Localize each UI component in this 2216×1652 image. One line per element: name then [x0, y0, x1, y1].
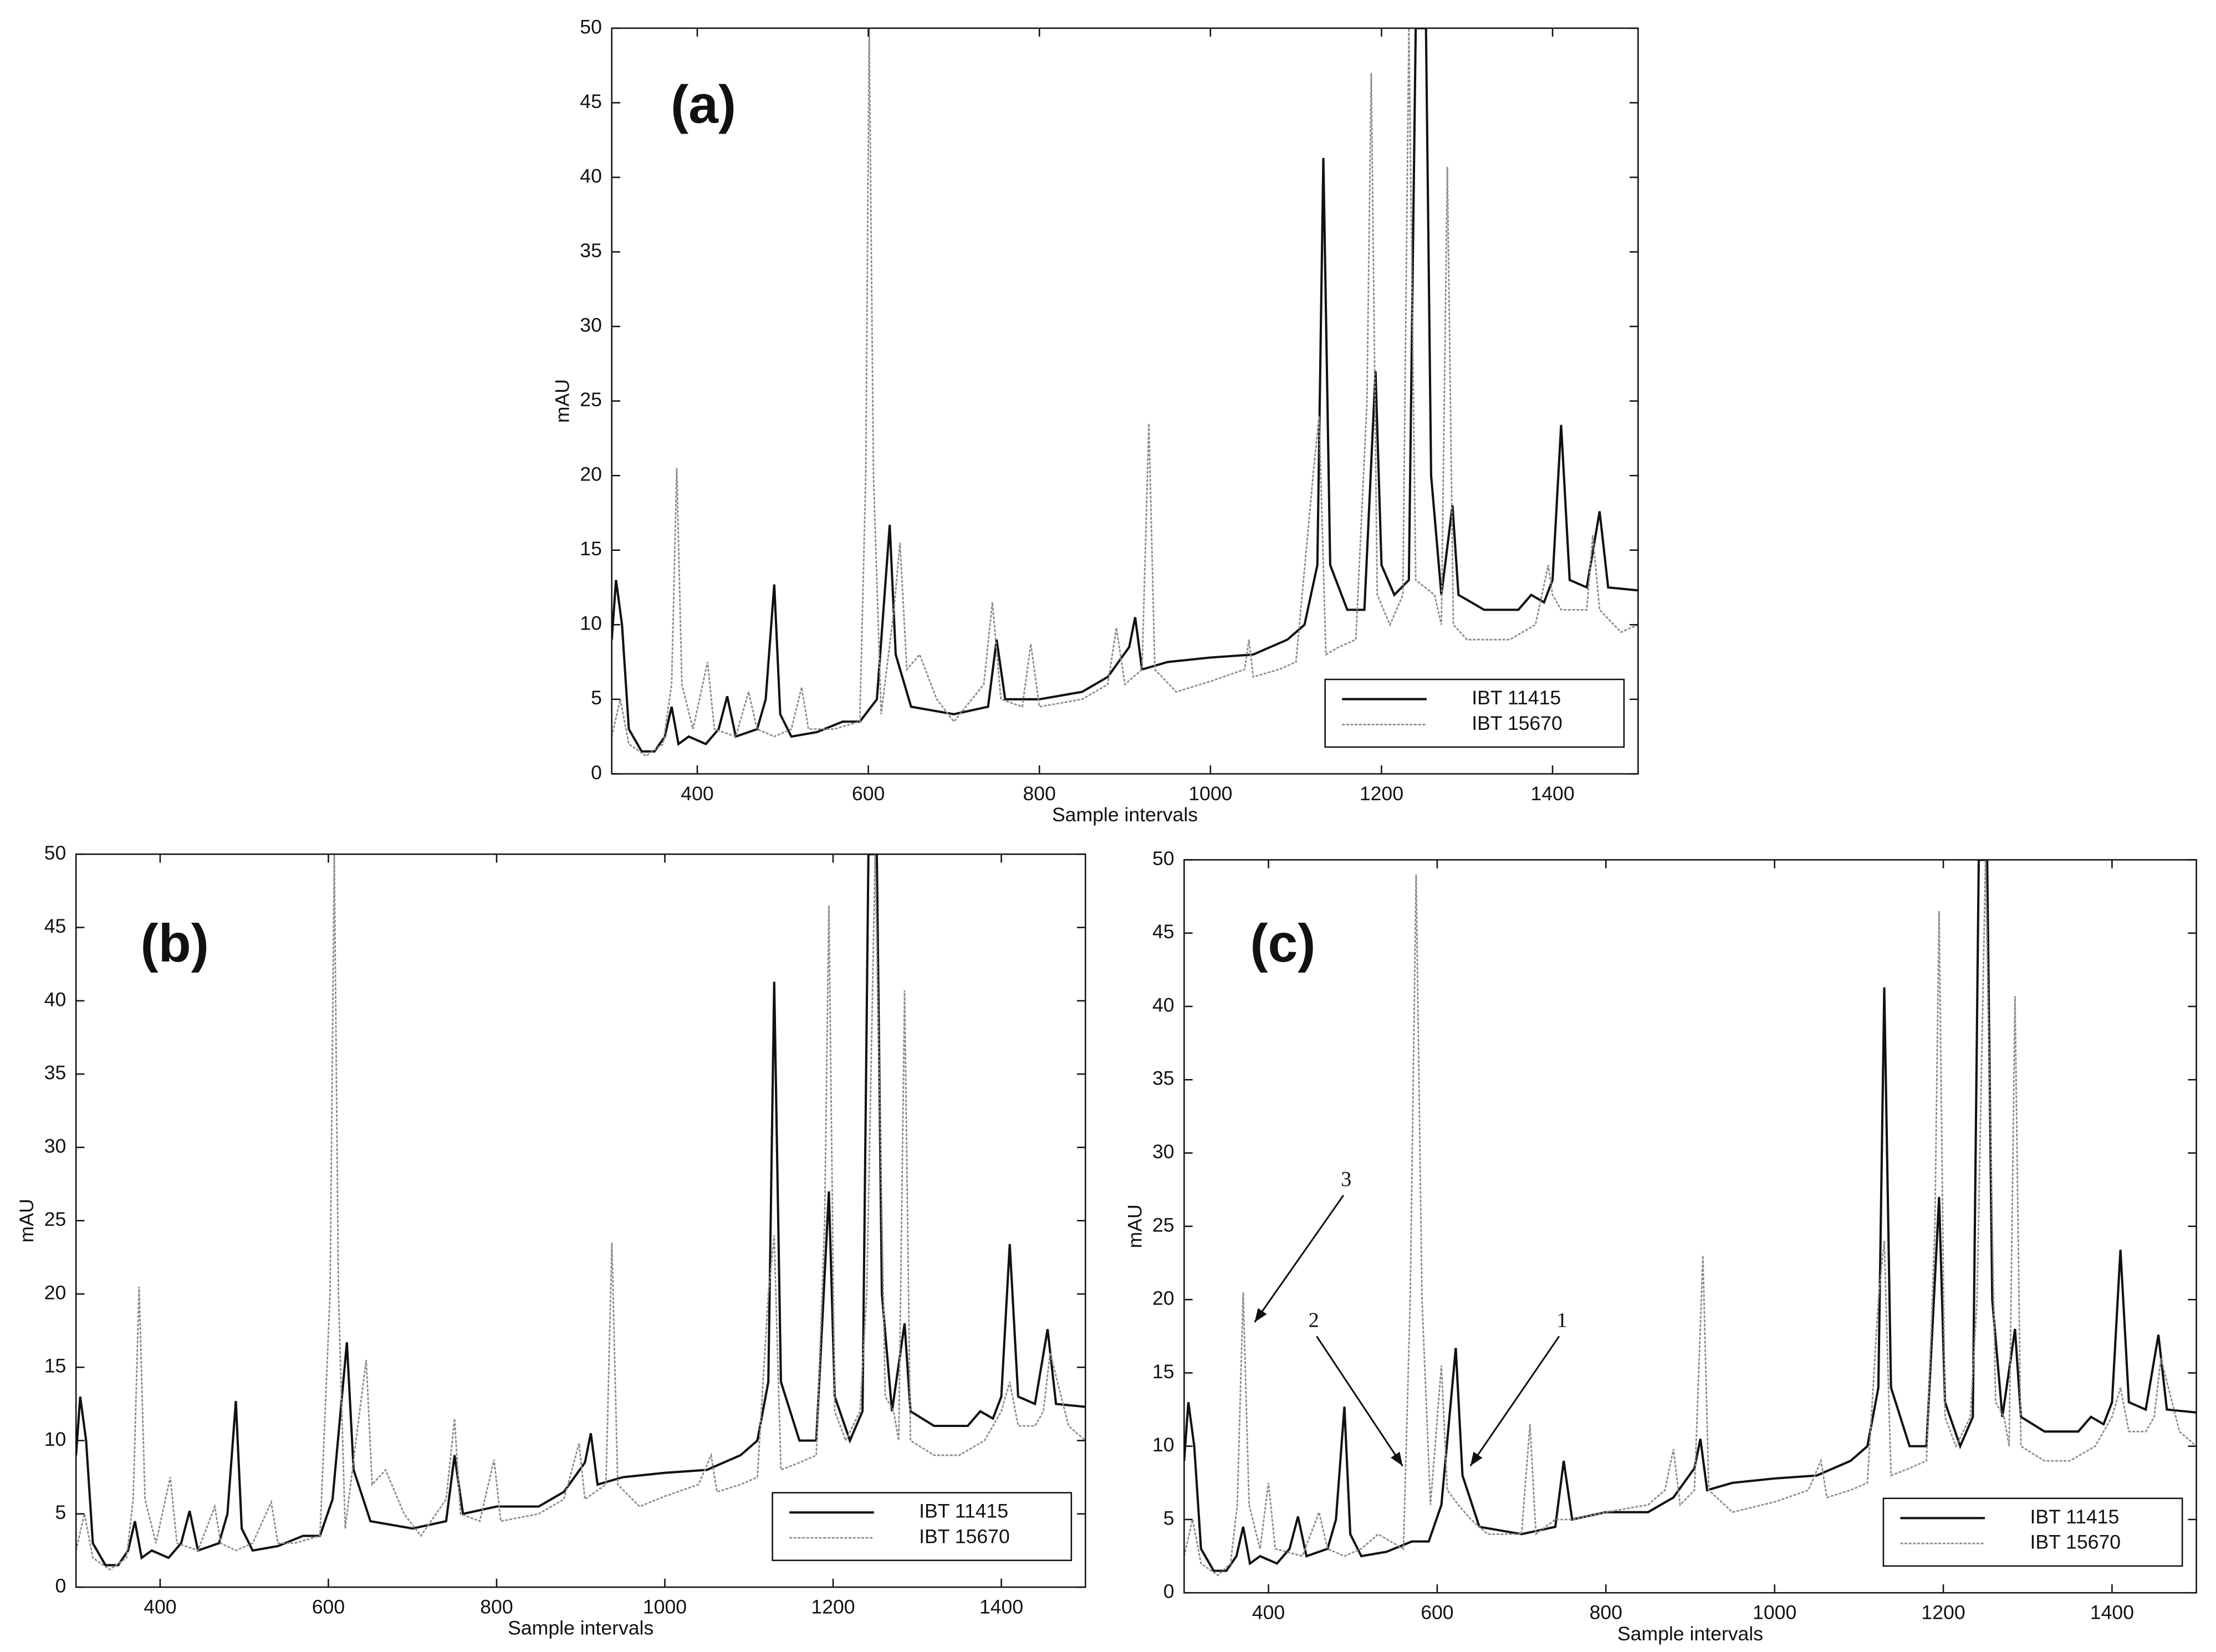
y-tick-label: 50	[1152, 847, 1175, 870]
y-tick-label: 20	[580, 463, 602, 485]
x-tick-label: 400	[681, 782, 713, 805]
legend-label: IBT 15670	[2030, 1531, 2121, 1553]
legend-label: IBT 15670	[919, 1525, 1010, 1547]
y-tick-label: 15	[580, 538, 602, 560]
y-tick-label: 5	[591, 687, 602, 709]
panel-label: (b)	[140, 914, 208, 973]
y-axis-label: mAU	[1124, 1204, 1146, 1248]
y-tick-label: 0	[1163, 1581, 1175, 1603]
y-tick-label: 50	[44, 842, 67, 864]
y-tick-label: 20	[1152, 1287, 1175, 1310]
y-tick-label: 10	[580, 612, 602, 635]
y-tick-label: 30	[1152, 1140, 1175, 1163]
y-tick-label: 5	[55, 1501, 67, 1523]
data-line	[76, 854, 1086, 1567]
x-tick-label: 1000	[1753, 1602, 1796, 1624]
plot-frame	[1183, 859, 2197, 1594]
y-tick-label: 45	[580, 90, 602, 112]
legend-label: IBT 11415	[2030, 1506, 2119, 1528]
x-tick-label: 600	[312, 1596, 345, 1618]
x-axis-label: Sample intervals	[508, 1617, 653, 1639]
x-axis-label: Sample intervals	[1617, 1623, 1763, 1645]
y-tick-label: 25	[1152, 1214, 1175, 1236]
data-line	[1184, 860, 2197, 1577]
legend-box	[1882, 1497, 2183, 1567]
x-tick-label: 1400	[979, 1596, 1023, 1618]
panel: 400 600 800 1000 1200 1400 0 5 10 15 20 25 30 35 40 45 5…	[552, 16, 1639, 826]
data-line	[1184, 860, 2197, 1572]
x-tick-label: 800	[480, 1596, 513, 1618]
x-tick-label: 800	[1023, 782, 1056, 805]
x-tick-label: 1200	[1921, 1602, 1965, 1624]
data-line	[611, 28, 1638, 753]
plot-frame	[611, 27, 1639, 775]
y-tick-label: 30	[580, 314, 602, 336]
y-axis-label: mAU	[552, 379, 574, 423]
y-tick-label: 40	[44, 988, 67, 1010]
x-tick-label: 400	[1252, 1602, 1285, 1624]
legend-label: IBT 15670	[1472, 712, 1563, 734]
annotation: 3	[1341, 1168, 1351, 1191]
panel: 400 600 800 1000 1200 1400 0 5 10 15 20 25 30 35 40 45 5…	[1124, 847, 2197, 1645]
x-tick-label: 600	[852, 782, 885, 805]
y-tick-label: 10	[1152, 1434, 1175, 1456]
y-tick-label: 5	[1163, 1507, 1175, 1529]
y-tick-label: 35	[580, 239, 602, 262]
y-tick-label: 45	[44, 915, 67, 937]
y-tick-label: 40	[580, 165, 602, 187]
y-tick-label: 25	[44, 1208, 67, 1230]
legend-box	[1324, 678, 1625, 748]
y-tick-label: 15	[44, 1355, 67, 1377]
y-tick-label: 35	[1152, 1067, 1175, 1090]
y-tick-label: 10	[44, 1428, 67, 1450]
plot-frame	[75, 853, 1086, 1588]
y-tick-label: 20	[44, 1281, 67, 1303]
x-tick-label: 1200	[1360, 782, 1403, 805]
x-tick-label: 400	[144, 1596, 176, 1618]
y-axis-label: mAU	[16, 1199, 38, 1242]
legend-label: IBT 11415	[919, 1500, 1008, 1522]
y-tick-label: 45	[1152, 920, 1175, 943]
data-line	[76, 854, 1086, 1571]
x-tick-label: 600	[1421, 1602, 1453, 1624]
annotation-arrow	[1469, 1336, 1560, 1467]
annotation-arrow	[1316, 1336, 1403, 1467]
x-tick-label: 1000	[643, 1596, 687, 1618]
x-tick-label: 800	[1590, 1602, 1622, 1624]
legend-box	[772, 1492, 1073, 1561]
y-tick-label: 0	[55, 1574, 67, 1597]
legend-label: IBT 11415	[1472, 687, 1561, 709]
annotation: 1	[1556, 1309, 1567, 1332]
y-tick-label: 30	[44, 1135, 67, 1157]
panel: 400 600 800 1000 1200 1400 0 5 10 15 20 25 30 35 40 45 5…	[16, 842, 1086, 1639]
x-axis-label: Sample intervals	[1052, 804, 1198, 826]
y-tick-label: 40	[1152, 994, 1175, 1016]
x-tick-label: 1400	[1530, 782, 1574, 805]
y-tick-label: 0	[591, 761, 602, 784]
y-tick-label: 15	[1152, 1361, 1175, 1383]
annotation-arrow	[1254, 1195, 1345, 1323]
x-tick-label: 1400	[2090, 1602, 2134, 1624]
annotation: 2	[1309, 1309, 1319, 1332]
y-tick-label: 35	[44, 1062, 67, 1084]
y-tick-label: 50	[580, 16, 602, 38]
data-line	[611, 28, 1638, 757]
x-tick-label: 1200	[811, 1596, 855, 1618]
y-tick-label: 25	[580, 388, 602, 411]
panel-label: (a)	[671, 75, 736, 134]
x-tick-label: 1000	[1188, 782, 1232, 805]
panel-label: (c)	[1250, 914, 1315, 973]
